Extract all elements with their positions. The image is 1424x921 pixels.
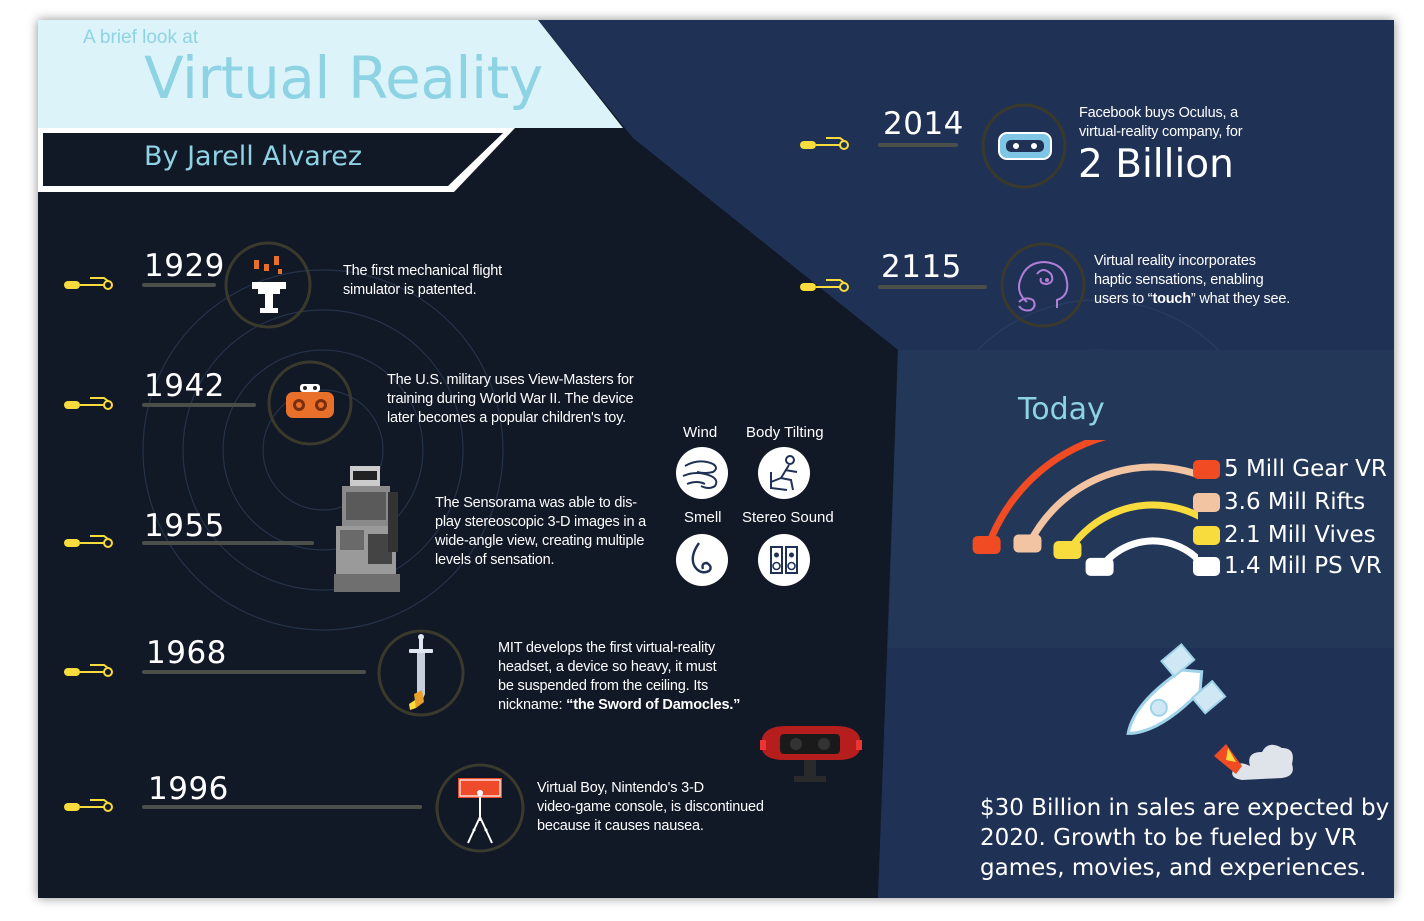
- year-2014: 2014: [883, 106, 964, 142]
- forecast-text: $30 Billion in sales are expected by 2020…: [980, 795, 1390, 881]
- arc-ps-vr: [1098, 537, 1198, 571]
- legend-rifts: 3.6 Mill Rifts: [1193, 489, 1365, 515]
- legend-vives: 2.1 Mill Vives: [1193, 522, 1376, 548]
- year-2115: 2115: [881, 249, 962, 285]
- haptic-brain-icon: [1018, 260, 1069, 312]
- desc-1996: Virtual Boy, Nintendo's 3-D video-game co…: [537, 780, 764, 834]
- legend-swatch: [1193, 492, 1220, 512]
- smell-icon: [676, 534, 728, 586]
- desc-2014: Facebook buys Oculus, a virtual-reality c…: [1079, 105, 1243, 140]
- today-title: Today: [1018, 392, 1105, 427]
- year-1942: 1942: [144, 368, 225, 404]
- body-tilting-icon: [758, 447, 810, 499]
- timeline-marker-icon: [64, 664, 113, 677]
- label-body-tilting: Body Tilting: [746, 424, 824, 441]
- bar-cap-vives: [1053, 541, 1082, 560]
- rocket-icon: [1126, 642, 1293, 780]
- desc-1955: The Sensorama was able to dis-play stere…: [435, 495, 646, 568]
- oculus-price: 2 Billion: [1078, 142, 1234, 187]
- bar-cap-ps-vr: [1085, 557, 1114, 576]
- timeline-marker-icon: [64, 799, 113, 812]
- timeline-marker-icon: [64, 535, 113, 548]
- wind-icon: [676, 447, 728, 499]
- arc-gear-vr: [985, 440, 1107, 549]
- legend-swatch: [1193, 459, 1220, 479]
- desc-2115: Virtual reality incorporates haptic sensa…: [1094, 253, 1291, 307]
- year-1996: 1996: [148, 771, 229, 807]
- year-1955: 1955: [144, 508, 225, 544]
- legend-ps-vr: 1.4 Mill PS VR: [1193, 553, 1382, 579]
- desc-1968: MIT develops the first virtual-reality he…: [498, 640, 741, 713]
- bar-cap-rifts: [1013, 534, 1042, 553]
- arc-vives: [1065, 501, 1198, 554]
- year-1968: 1968: [146, 635, 227, 671]
- arc-rifts: [1025, 463, 1198, 547]
- bar-cap-gear-vr: [972, 535, 1001, 554]
- author-byline: By Jarell Alvarez: [144, 141, 363, 172]
- sword-icon: [409, 634, 433, 710]
- vr-headset-icon: [998, 132, 1052, 160]
- desc-1929: The first mechanical flight simulator is …: [343, 263, 502, 298]
- virtual-boy-console-image: [760, 726, 862, 782]
- timeline-marker-icon: [800, 137, 849, 150]
- flight-simulator-icon: [252, 256, 286, 313]
- stereo-sound-icon: [758, 534, 810, 586]
- view-master-icon: [286, 384, 334, 418]
- sword-nickname: “the Sword of Damocles.”: [566, 697, 741, 713]
- timeline-marker-icon: [800, 279, 849, 292]
- label-smell: Smell: [684, 509, 722, 526]
- sensorama-icon: [334, 466, 400, 592]
- legend-swatch: [1193, 525, 1220, 545]
- label-stereo-sound: Stereo Sound: [742, 509, 834, 526]
- timeline-marker-icon: [64, 397, 113, 410]
- page-title: Virtual Reality: [144, 44, 543, 112]
- label-wind: Wind: [683, 424, 718, 441]
- legend-gear-vr: 5 Mill Gear VR: [1193, 456, 1387, 482]
- radial-bar-chart: [972, 440, 1198, 576]
- legend-swatch: [1193, 556, 1220, 576]
- year-1929: 1929: [144, 248, 225, 284]
- infographic-poster: A brief look at Virtual Reality By Jarel…: [38, 20, 1394, 898]
- header-kicker: A brief look at: [83, 27, 199, 48]
- virtual-boy-icon: [458, 778, 502, 844]
- desc-1942: The U.S. military uses View-Masters for t…: [387, 372, 634, 426]
- timeline-marker-icon: [64, 277, 113, 290]
